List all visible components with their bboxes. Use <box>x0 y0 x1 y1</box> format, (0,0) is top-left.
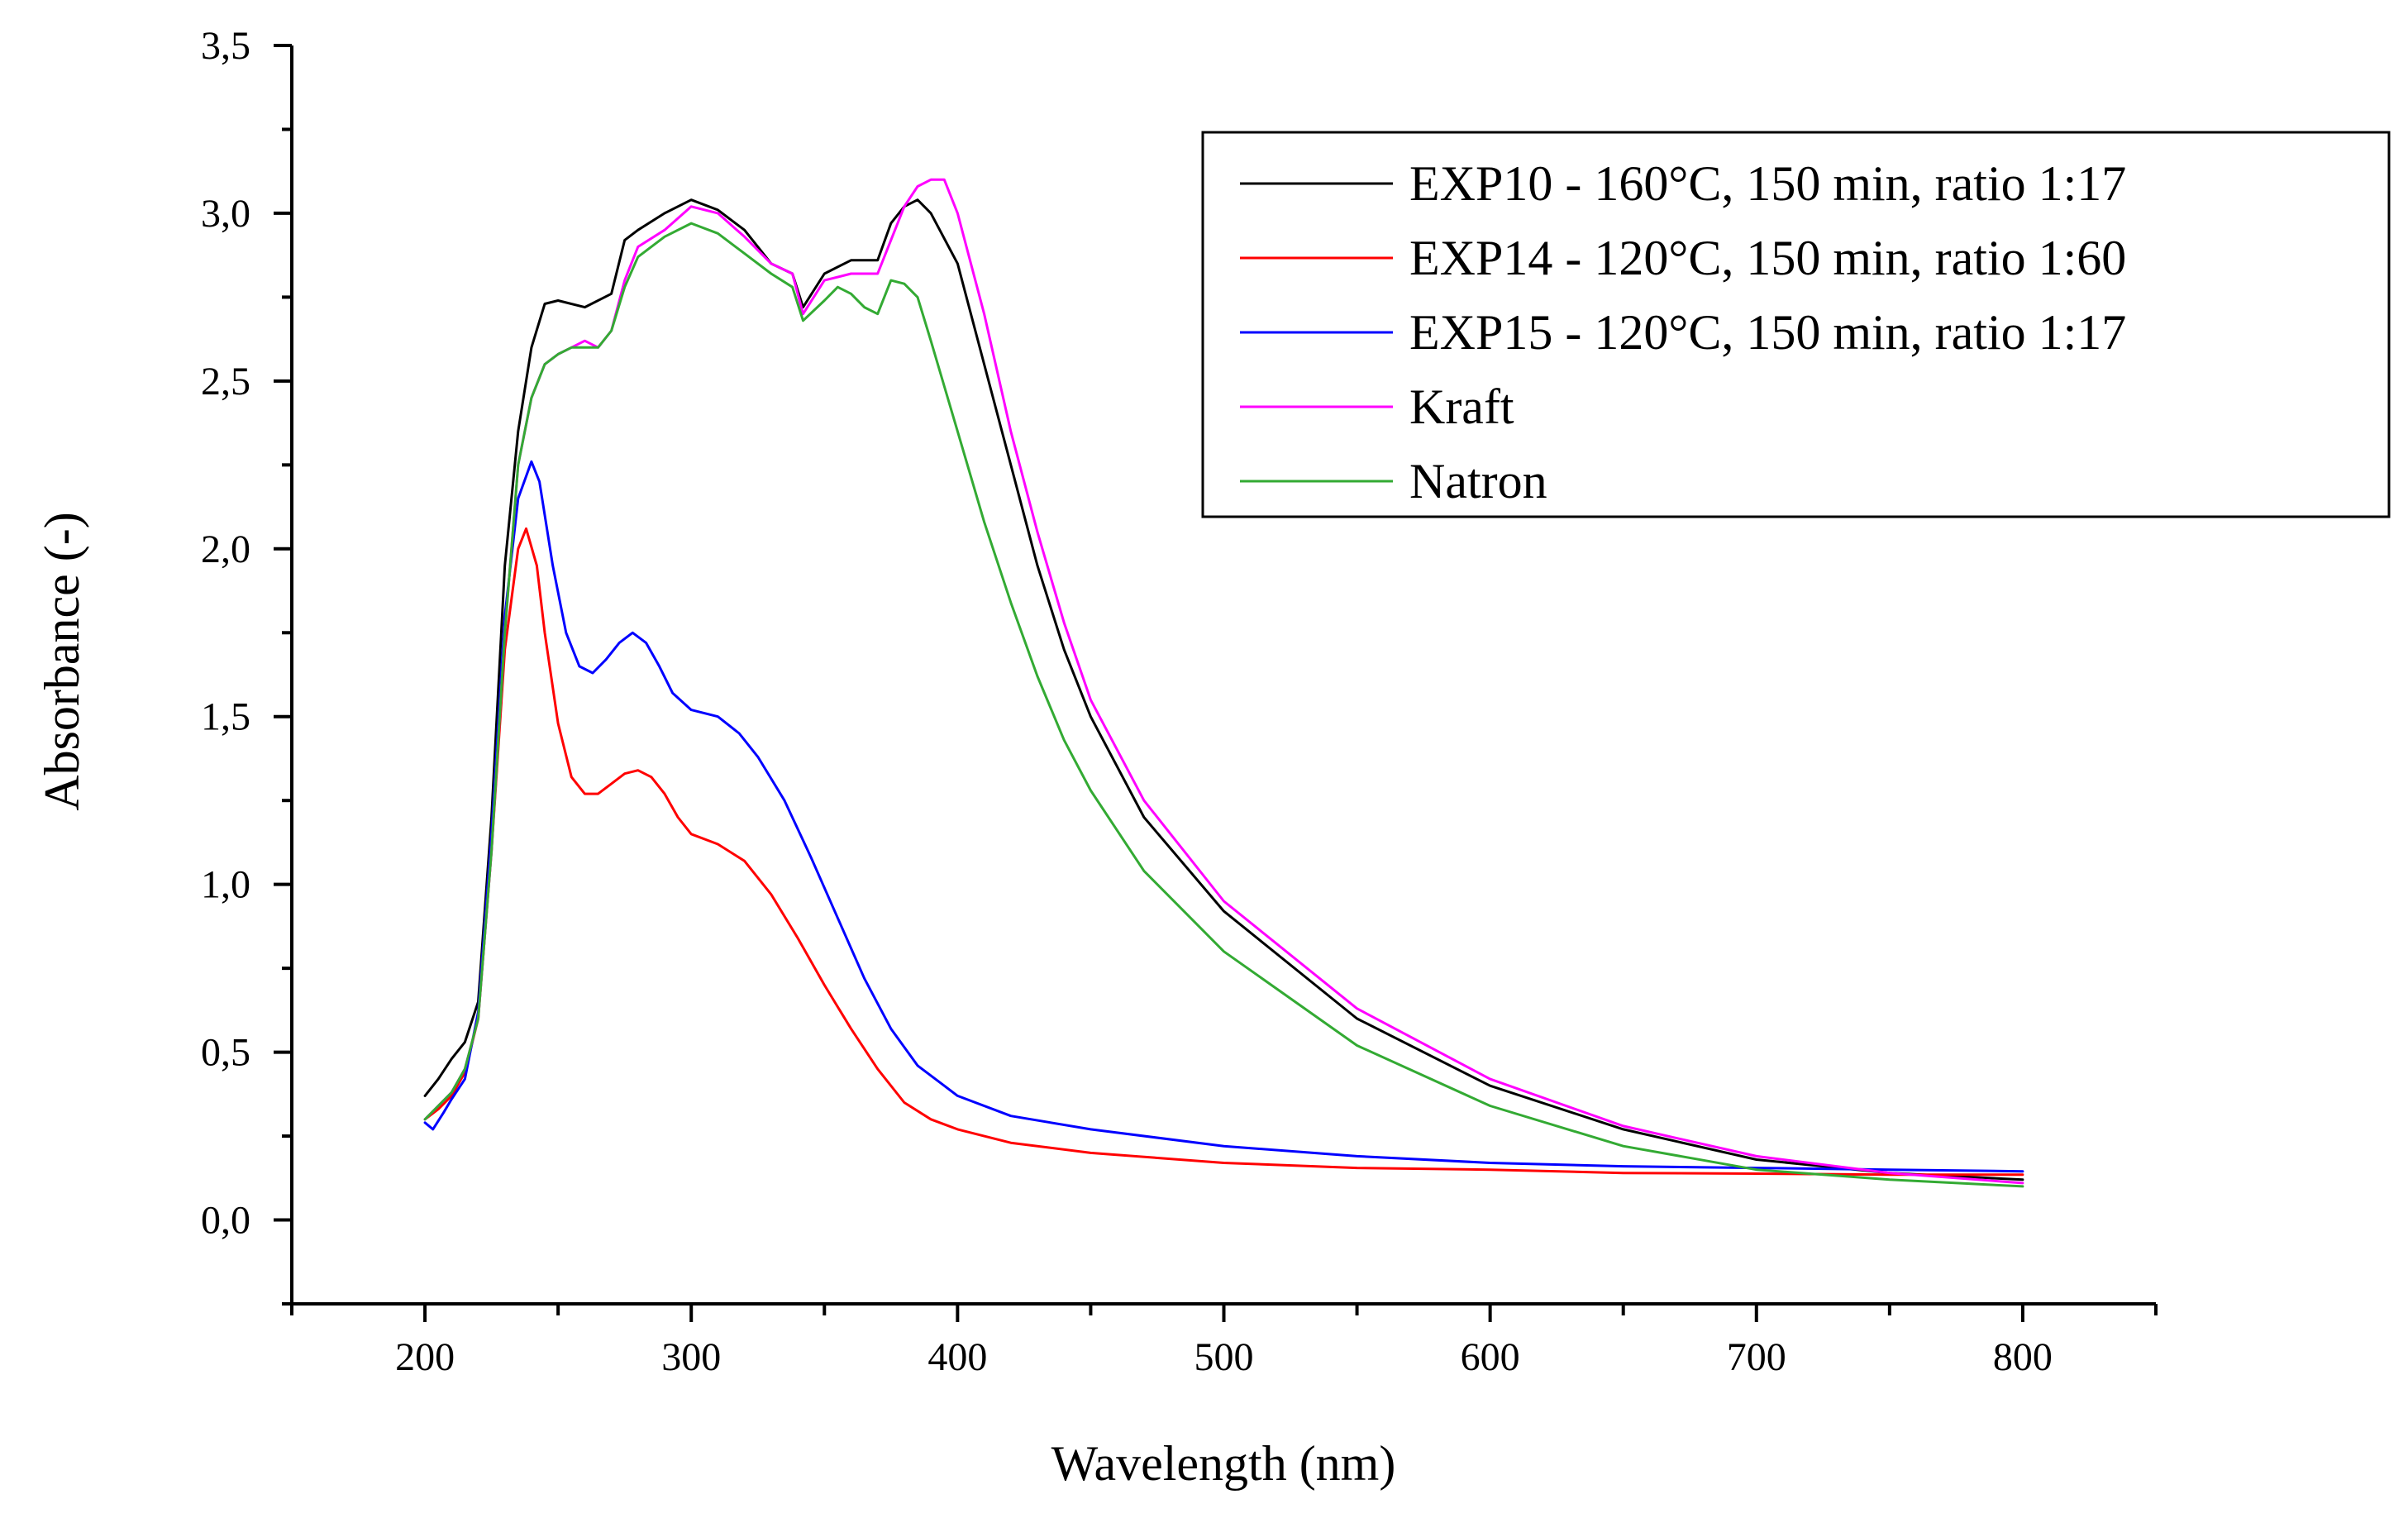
y-axis-title: Absorbance (-) <box>35 512 89 811</box>
x-ticks: 200 300 400 500 600 700 800 <box>290 1304 2158 1379</box>
y-tick-label: 2,0 <box>201 527 250 571</box>
legend-label-1: EXP10 - 160°C, 150 min, ratio 1:17 <box>1409 156 2126 211</box>
x-tick-label: 200 <box>395 1335 455 1379</box>
x-tick-label: 500 <box>1194 1335 1254 1379</box>
x-tick-label: 400 <box>927 1335 987 1379</box>
legend-label-3: EXP15 - 120°C, 150 min, ratio 1:17 <box>1409 305 2126 360</box>
y-tick-label: 3,0 <box>201 192 250 236</box>
legend-label-4: Kraft <box>1409 380 1514 434</box>
legend-label-5: Natron <box>1409 454 1547 508</box>
y-ticks: 0,0 0,5 1,0 1,5 2,0 2,5 3,0 3,5 <box>201 24 292 1306</box>
y-tick-label: 1,5 <box>201 695 250 739</box>
legend-box <box>1201 131 2391 518</box>
x-tick-label: 600 <box>1461 1335 1520 1379</box>
x-tick-label: 700 <box>1727 1335 1786 1379</box>
legend: EXP10 - 160°C, 150 min, ratio 1:17 EXP14 … <box>1201 131 2391 518</box>
series-line-2 <box>423 527 2024 1177</box>
x-tick-label: 300 <box>661 1335 721 1379</box>
y-tick-label: 3,5 <box>201 24 250 68</box>
y-tick-label: 0,0 <box>201 1199 250 1243</box>
legend-label-2: EXP14 - 120°C, 150 min, ratio 1:60 <box>1409 231 2126 285</box>
y-tick-label: 1,0 <box>201 863 250 907</box>
series-line-5 <box>423 222 2024 1188</box>
y-tick-label: 0,5 <box>201 1031 250 1075</box>
x-tick-label: 800 <box>1993 1335 2053 1379</box>
y-tick-label: 2,5 <box>201 360 250 403</box>
series-layer <box>423 178 2024 1188</box>
series-line-3 <box>423 460 2024 1173</box>
series-line-1 <box>423 198 2024 1181</box>
x-axis-title: Wavelength (nm) <box>1051 1436 1396 1491</box>
